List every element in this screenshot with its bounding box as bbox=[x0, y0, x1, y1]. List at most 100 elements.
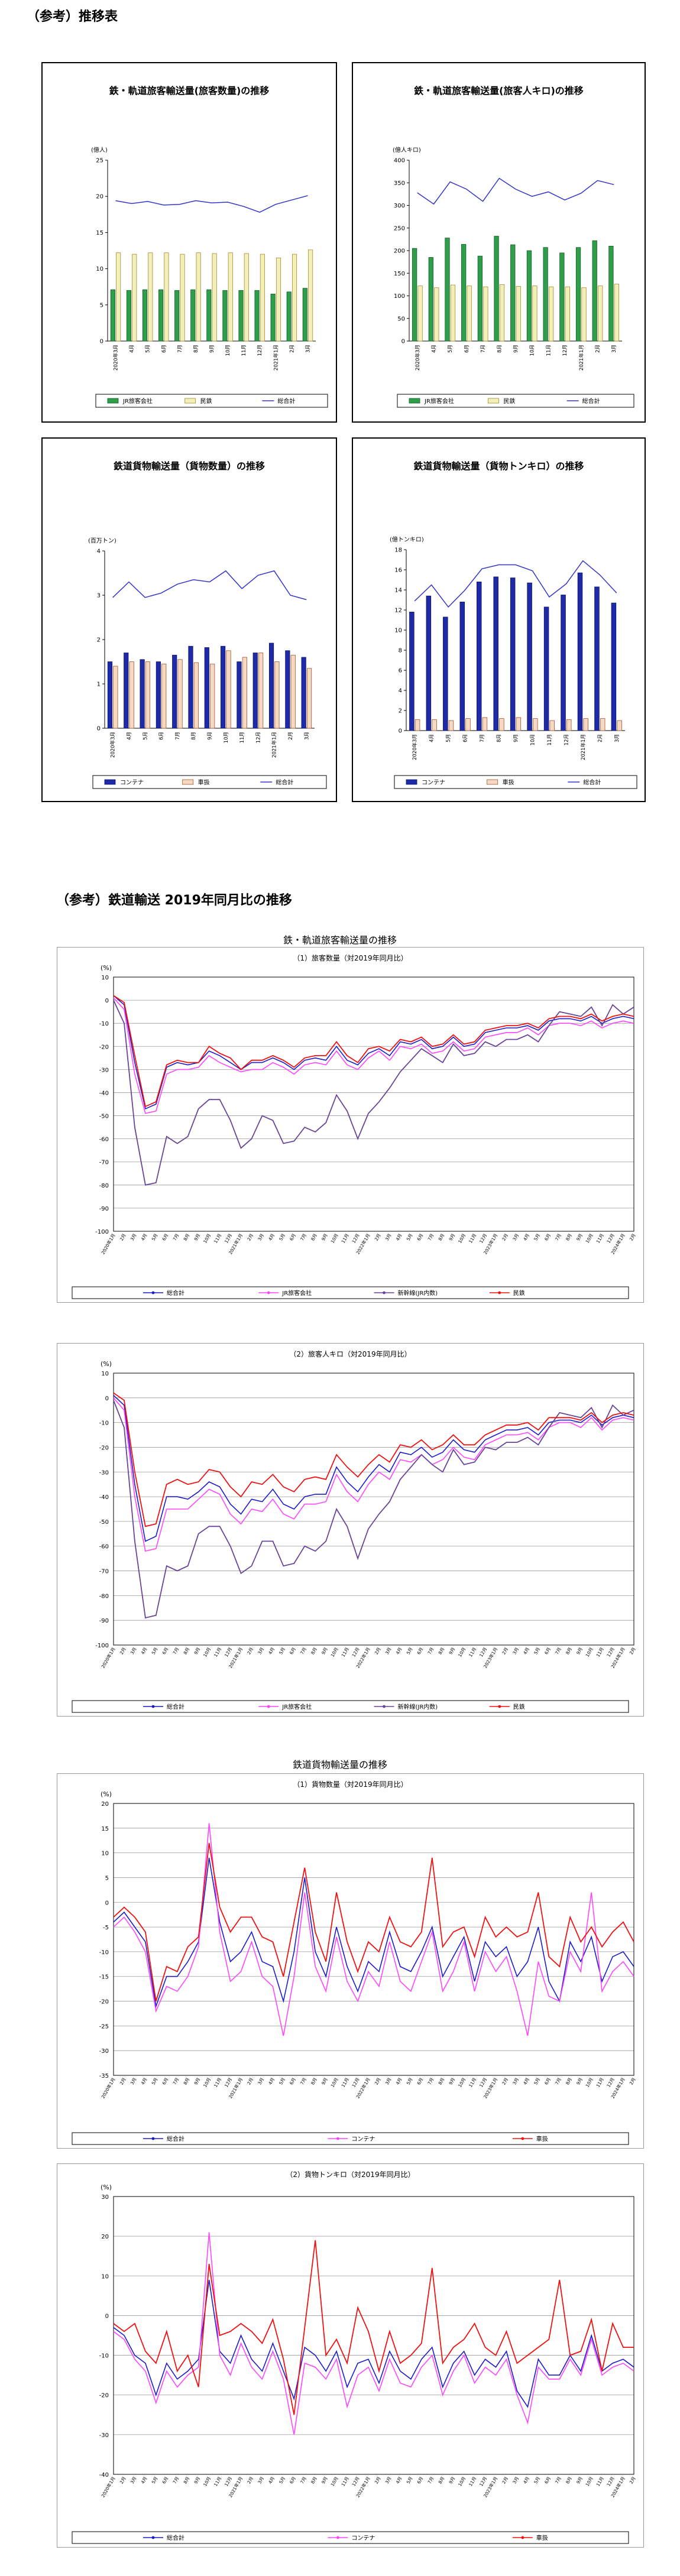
y-tick-label: 0 bbox=[100, 339, 103, 345]
legend-label: 総合計 bbox=[167, 2135, 184, 2143]
x-tick-label: 10月 bbox=[202, 2077, 212, 2088]
x-tick-label: 5月 bbox=[145, 345, 151, 353]
y-tick-label: -50 bbox=[99, 1114, 109, 1120]
x-tick-label: 2月 bbox=[595, 345, 601, 353]
bar-a bbox=[559, 252, 565, 342]
y-tick-label: -15 bbox=[99, 1974, 109, 1981]
x-tick-label: 9月 bbox=[575, 2077, 584, 2086]
x-tick-label: 9月 bbox=[320, 2476, 329, 2485]
x-tick-label: 2020年1月 bbox=[100, 1232, 116, 1255]
bar-a bbox=[206, 289, 212, 342]
x-tick-label: 7月 bbox=[480, 734, 485, 742]
legend-swatch bbox=[406, 779, 417, 785]
bar-a bbox=[222, 290, 228, 342]
y-unit-label: (%) bbox=[101, 964, 112, 972]
bar-b bbox=[180, 254, 185, 342]
x-tick-label: 2月 bbox=[246, 2077, 254, 2086]
legend-label: JR旅客会社 bbox=[281, 1703, 312, 1711]
legend-label: 総合計 bbox=[277, 397, 295, 405]
x-tick-label: 5月 bbox=[143, 732, 148, 740]
series-line-1 bbox=[113, 2232, 634, 2435]
x-tick-label: 12月 bbox=[478, 2476, 488, 2487]
y-tick-label: -40 bbox=[99, 1090, 109, 1096]
series-line-0 bbox=[113, 995, 634, 1109]
bar-a bbox=[409, 611, 415, 731]
x-tick-label: 6月 bbox=[543, 1647, 552, 1656]
bar-a bbox=[611, 602, 617, 731]
bar-b bbox=[290, 654, 296, 729]
x-tick-label: 3月 bbox=[257, 2476, 265, 2485]
x-tick-label: 2月 bbox=[629, 2476, 637, 2485]
x-tick-label: 6月 bbox=[289, 2476, 297, 2485]
x-tick-label: 2月 bbox=[374, 1233, 382, 1242]
x-tick-label: 8月 bbox=[565, 1647, 573, 1656]
x-tick-label: 11月 bbox=[595, 2077, 605, 2088]
bar-b bbox=[148, 252, 153, 342]
y-tick-label: 350 bbox=[394, 180, 405, 187]
chart-title: 鉄・軌道旅客輸送量(旅客数量)の推移 bbox=[109, 85, 270, 96]
bar-a bbox=[158, 289, 164, 342]
x-tick-label: 6月 bbox=[464, 345, 470, 353]
x-tick-label: 5月 bbox=[278, 1233, 286, 1242]
legend-label: 総合計 bbox=[276, 778, 293, 786]
y-unit-label: (%) bbox=[101, 1360, 112, 1368]
bar-b bbox=[260, 254, 265, 342]
y-tick-label: -100 bbox=[95, 1229, 109, 1235]
x-tick-label: 6月 bbox=[289, 1647, 297, 1656]
x-tick-label: 2020年3月 bbox=[415, 345, 421, 371]
bar-b bbox=[129, 661, 134, 729]
x-tick-label: 7月 bbox=[554, 2476, 562, 2485]
x-tick-label: 4月 bbox=[267, 1647, 276, 1656]
x-tick-label: 11月 bbox=[213, 2476, 222, 2487]
bar-a bbox=[270, 294, 276, 342]
bar-a bbox=[254, 290, 260, 342]
x-tick-label: 4月 bbox=[522, 1233, 530, 1242]
bar-a bbox=[301, 657, 306, 729]
legend-marker bbox=[498, 1291, 501, 1295]
x-tick-label: 4月 bbox=[140, 1647, 148, 1656]
x-tick-label: 9月 bbox=[193, 2476, 201, 2485]
x-tick-label: 4月 bbox=[140, 1233, 148, 1242]
y-tick-label: -5 bbox=[103, 1925, 109, 1931]
x-tick-label: 9月 bbox=[193, 1647, 201, 1656]
x-tick-label: 5月 bbox=[406, 1233, 414, 1242]
x-tick-label: 12月 bbox=[605, 1233, 615, 1244]
y-tick-label: 0 bbox=[105, 1900, 109, 1906]
x-tick-label: 12月 bbox=[564, 734, 569, 745]
x-tick-label: 5月 bbox=[278, 2077, 286, 2086]
x-tick-label: 4月 bbox=[267, 1233, 276, 1242]
y-tick-label: -50 bbox=[99, 1519, 109, 1526]
x-tick-label: 3月 bbox=[257, 1233, 265, 1242]
x-tick-label: 8月 bbox=[310, 1647, 318, 1656]
x-tick-label: 5月 bbox=[406, 1647, 414, 1656]
y-tick-label: 30 bbox=[101, 2194, 109, 2201]
x-tick-label: 4月 bbox=[395, 1233, 403, 1242]
chart-freight-volume-2019: （1）貨物数量（対2019年同月比） (%) 20 15 10 5 0 -5 -10 -15 -20… bbox=[72, 1780, 637, 2145]
x-tick-label: 11月 bbox=[239, 732, 245, 743]
legend-box bbox=[92, 775, 327, 789]
x-tick-label: 2月 bbox=[289, 345, 295, 353]
bar-a bbox=[561, 595, 566, 731]
x-tick-label: 10月 bbox=[530, 345, 536, 356]
bar-a bbox=[476, 581, 482, 731]
x-tick-label: 2020年3月 bbox=[113, 345, 119, 371]
series-line-total bbox=[417, 177, 614, 205]
x-tick-label: 2021年1月 bbox=[273, 345, 279, 371]
y-tick-label: 250 bbox=[394, 225, 405, 232]
plot-frame bbox=[113, 1373, 634, 1646]
x-tick-label: 9月 bbox=[448, 2476, 456, 2485]
x-tick-label: 5月 bbox=[151, 2077, 159, 2086]
bar-b bbox=[598, 285, 603, 342]
bar-b bbox=[434, 287, 439, 342]
x-tick-label: 11月 bbox=[341, 2476, 350, 2487]
bar-b bbox=[600, 718, 605, 731]
x-tick-label: 11月 bbox=[468, 2476, 477, 2487]
bar-a bbox=[493, 576, 498, 731]
x-tick-label: 6月 bbox=[161, 345, 167, 353]
x-tick-label: 3月 bbox=[511, 1233, 520, 1242]
x-tick-label: 8月 bbox=[310, 2077, 318, 2086]
x-tick-label: 10月 bbox=[330, 1233, 339, 1244]
legend-label: コンテナ bbox=[120, 779, 144, 786]
legend-marker bbox=[336, 2137, 339, 2140]
y-tick-label: 4 bbox=[97, 549, 101, 555]
